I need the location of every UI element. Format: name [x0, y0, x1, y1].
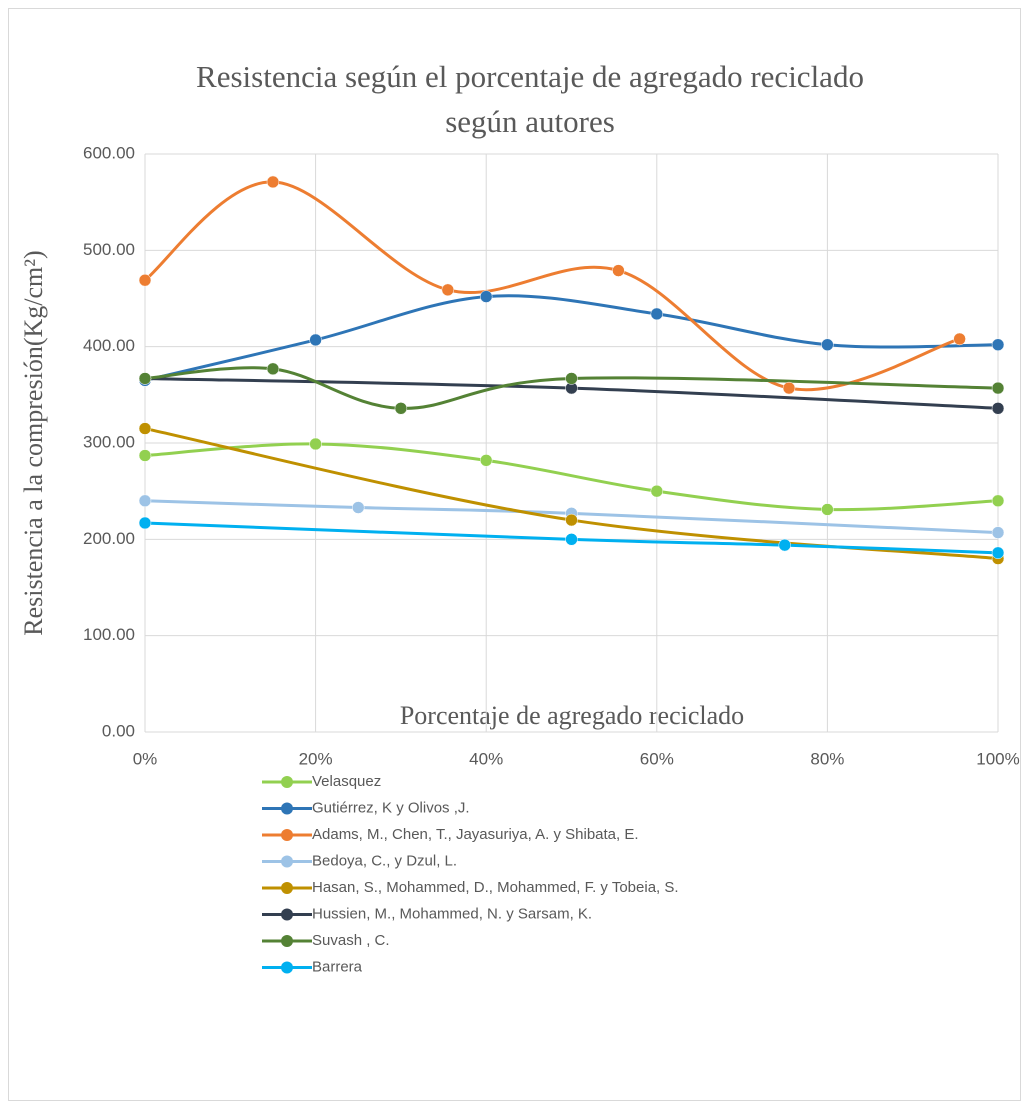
data-point	[991, 338, 1005, 351]
data-point	[138, 273, 152, 287]
series-line	[144, 366, 999, 410]
legend-marker	[281, 908, 293, 921]
x-tick-label: 60%	[640, 749, 674, 768]
chart-title: Resistencia según el porcentaje de agreg…	[196, 59, 864, 94]
data-point	[266, 175, 280, 189]
legend-label: Gutiérrez, K y Olivos ,J.	[312, 799, 470, 816]
legend-label: Suvash , C.	[312, 932, 390, 949]
data-point	[991, 494, 1005, 508]
data-point	[821, 338, 834, 351]
data-point	[394, 402, 408, 415]
x-tick-label: 100%	[976, 749, 1019, 768]
data-point	[991, 546, 1005, 560]
chart-border	[8, 8, 1021, 1101]
data-point	[441, 283, 455, 297]
data-point	[309, 333, 322, 347]
series-line	[144, 499, 999, 535]
data-point	[138, 449, 152, 462]
data-point	[565, 372, 578, 385]
x-axis-label: Porcentaje de agregado reciclado	[400, 701, 744, 730]
legend-marker	[281, 855, 293, 868]
x-tick-label: 40%	[469, 749, 503, 768]
data-point	[138, 422, 152, 435]
data-point	[778, 538, 791, 552]
data-point	[612, 264, 625, 277]
y-axis-label: Resistencia a la compresión(Kg/cm²)	[19, 250, 48, 635]
x-tick-label: 20%	[299, 749, 333, 768]
legend-label: Velasquez	[312, 773, 381, 790]
y-tick-label: 400.00	[83, 336, 135, 355]
legend-label: Bedoya, C., y Dzul, L.	[312, 852, 457, 869]
data-point	[479, 454, 493, 467]
legend-marker	[281, 776, 293, 788]
data-point	[352, 501, 365, 514]
legend-marker	[281, 882, 293, 894]
data-point	[650, 307, 664, 321]
legend-label: Hasan, S., Mohammed, D., Mohammed, F. y …	[312, 879, 679, 896]
series-line	[144, 442, 999, 512]
data-point	[991, 381, 1005, 395]
y-tick-label: 0.00	[102, 721, 135, 740]
y-tick-label: 200.00	[83, 529, 135, 548]
data-point	[991, 402, 1005, 415]
legend-marker	[281, 961, 293, 974]
data-point	[138, 494, 152, 508]
data-point	[138, 516, 152, 530]
y-tick-label: 100.00	[83, 625, 135, 644]
series-line	[144, 180, 961, 392]
data-point	[266, 362, 280, 376]
data-point	[953, 332, 966, 346]
series-line	[144, 521, 999, 555]
data-point	[650, 484, 664, 498]
legend-marker	[281, 802, 293, 815]
legend-label: Hussien, M., Mohammed, N. y Sarsam, K.	[312, 905, 592, 922]
legend-marker	[281, 935, 293, 947]
x-tick-label: 0%	[133, 749, 158, 768]
legend-label: Adams, M., Chen, T., Jayasuriya, A. y Sh…	[312, 826, 639, 843]
data-point	[138, 372, 152, 385]
series-line	[144, 294, 999, 382]
y-tick-label: 300.00	[83, 432, 135, 451]
x-tick-label: 80%	[810, 749, 844, 768]
data-point	[991, 526, 1005, 539]
legend-label: Barrera	[312, 958, 363, 975]
data-point	[565, 533, 578, 546]
data-point	[821, 503, 834, 516]
data-point	[565, 513, 578, 527]
data-point	[782, 381, 796, 395]
data-point	[479, 290, 493, 303]
chart-title: según autores	[445, 104, 615, 139]
y-tick-label: 500.00	[83, 240, 135, 259]
y-tick-label: 600.00	[83, 143, 135, 162]
data-point	[309, 437, 322, 451]
legend-marker	[281, 829, 293, 841]
